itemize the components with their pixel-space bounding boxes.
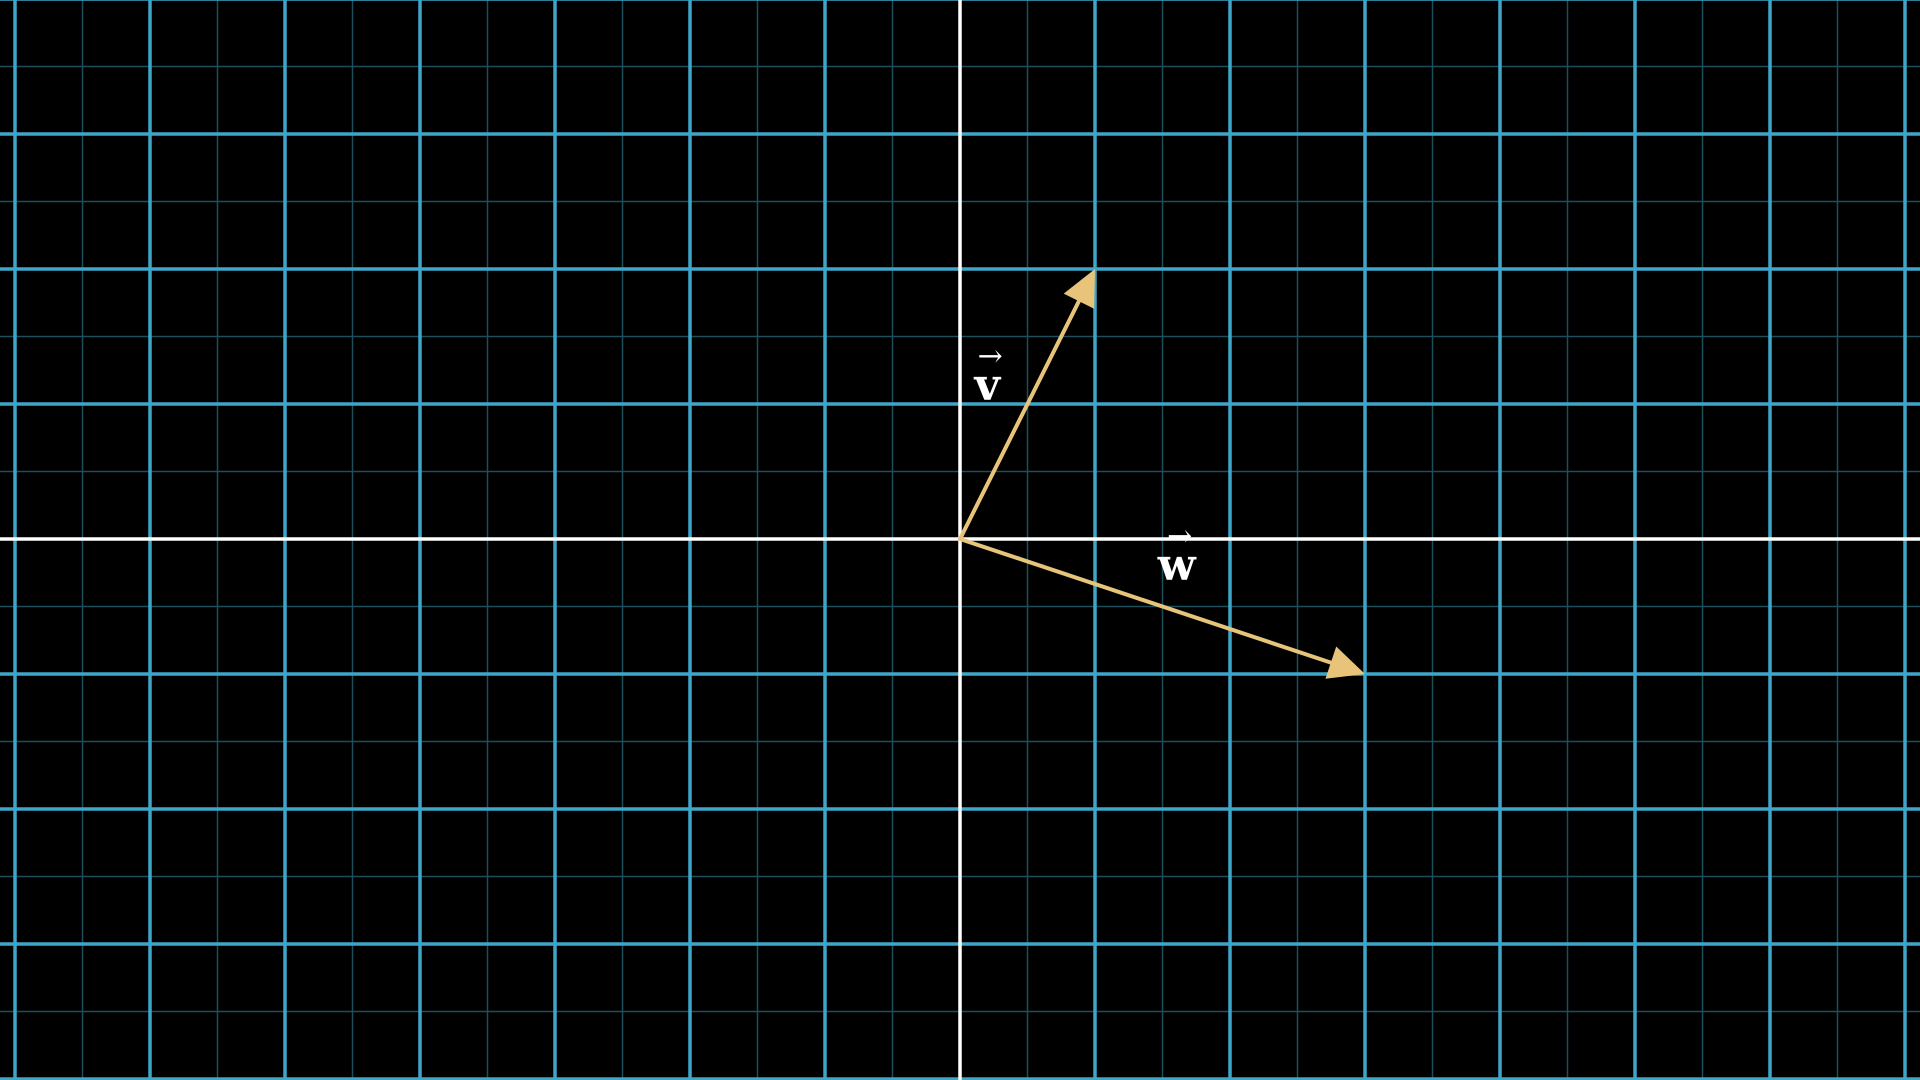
vector-v: v→ [958,269,1095,541]
vector-w-label: w [1157,540,1197,591]
vector-w-label-arrow: → [1167,519,1192,554]
vector-v-label-arrow: → [978,339,1003,374]
vector-v-label: v [973,360,1001,411]
vector-w: w→ [958,519,1365,679]
vector-v-arrowhead-icon [1063,269,1095,309]
vector-w-shaft [958,537,1333,665]
vectors: v→w→ [958,269,1365,679]
vector-w-arrowhead-icon [1325,646,1365,679]
vector-v-shaft [958,299,1081,541]
